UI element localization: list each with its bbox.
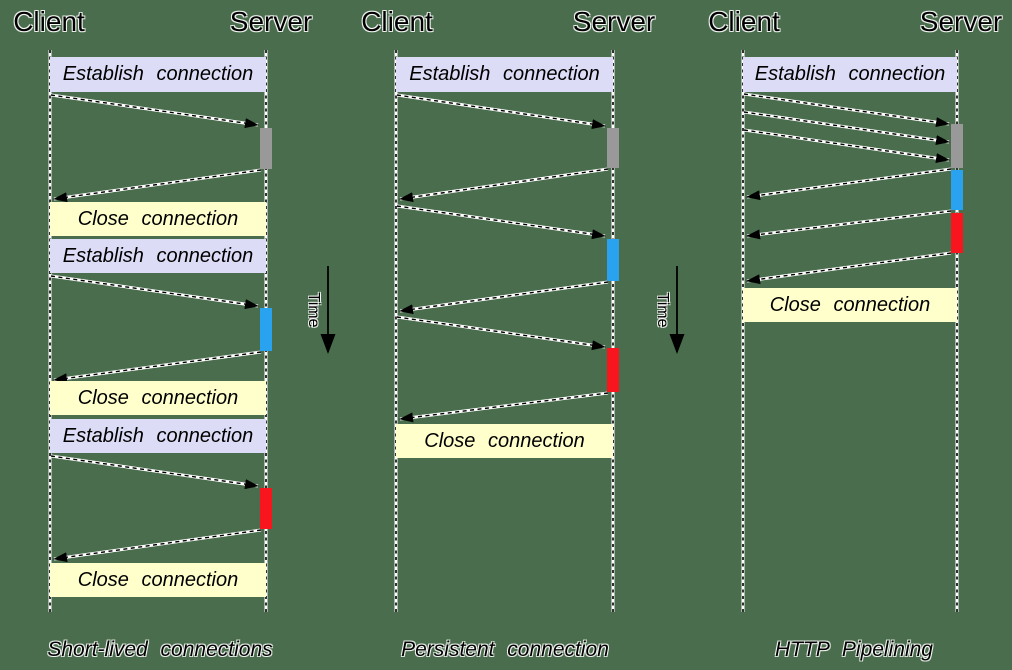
processing-bar-red — [951, 213, 963, 253]
processing-bar-blue — [607, 239, 619, 281]
processing-bar-red — [607, 348, 619, 392]
caption-http-pipelining: HTTP Pipelining — [775, 638, 933, 661]
request-arrow — [743, 128, 950, 164]
column1-arrows — [50, 93, 262, 563]
establish-connection-box: Establish connection — [50, 419, 266, 453]
response-arrow — [746, 167, 952, 201]
response-arrow — [399, 391, 609, 423]
request-arrow — [396, 204, 606, 240]
request-arrow — [396, 93, 606, 130]
close-connection-box: Close connection — [743, 288, 957, 322]
processing-bar-gray — [951, 124, 963, 168]
response-arrow — [746, 209, 952, 240]
caption-persistent-connection: Persistent connection — [401, 638, 609, 661]
client-label: Client — [13, 6, 85, 37]
establish-connection-box: Establish connection — [743, 57, 957, 92]
processing-bar-gray — [260, 128, 272, 169]
establish-connection-box: Establish connection — [50, 239, 266, 273]
processing-bar-blue — [951, 170, 963, 210]
server-label: Server — [229, 6, 313, 37]
request-arrow — [396, 315, 606, 351]
close-connection-box: Close connection — [50, 202, 266, 236]
close-connection-box: Close connection — [50, 381, 266, 415]
processing-bar-red — [260, 488, 272, 529]
request-arrow — [743, 92, 950, 128]
request-arrow — [50, 454, 259, 490]
establish-connection-box: Establish connection — [50, 57, 266, 92]
close-connection-box: Close connection — [396, 424, 613, 458]
column3-arrows — [743, 92, 952, 285]
request-arrow — [743, 110, 950, 146]
response-arrow — [746, 251, 952, 285]
processing-bars — [260, 124, 963, 529]
response-arrow — [53, 168, 262, 203]
server-label: Server — [919, 6, 1003, 37]
processing-bar-blue — [260, 308, 272, 351]
close-connection-box: Close connection — [50, 563, 266, 597]
client-label: Client — [708, 6, 780, 37]
establish-connection-box: Establish connection — [396, 57, 613, 92]
caption-short-lived-connections: Short-lived connections — [47, 638, 273, 661]
time-label: Time — [654, 292, 671, 328]
response-arrow — [399, 280, 609, 315]
column2-arrows — [396, 93, 609, 423]
response-arrow — [53, 350, 262, 384]
response-arrow — [53, 528, 262, 563]
client-label: Client — [361, 6, 433, 37]
server-label: Server — [572, 6, 656, 37]
request-arrow — [50, 93, 259, 129]
time-label: Time — [305, 292, 322, 328]
request-arrow — [50, 274, 259, 310]
processing-bar-gray — [607, 128, 619, 168]
response-arrow — [399, 167, 609, 203]
